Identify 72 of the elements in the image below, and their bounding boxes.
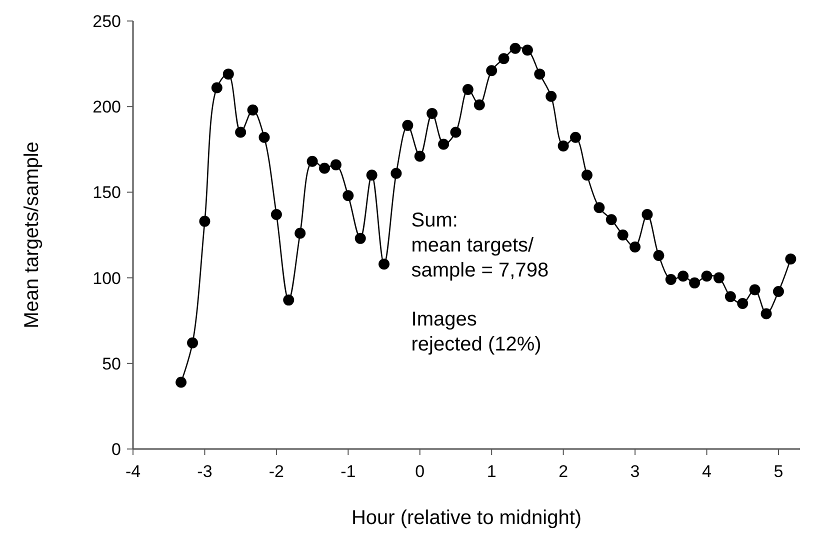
point xyxy=(642,208,653,220)
x-axis-title: Hour (relative to midnight) xyxy=(351,507,582,529)
point xyxy=(594,202,605,214)
annotation: Sum: mean targets/ sample = 7,798 xyxy=(411,209,549,282)
point xyxy=(665,274,676,286)
point xyxy=(366,170,378,181)
point xyxy=(294,228,306,239)
point xyxy=(211,82,222,94)
point xyxy=(462,84,474,95)
point xyxy=(283,294,294,306)
point xyxy=(450,126,462,138)
x-tick-label: 5 xyxy=(774,462,784,481)
point xyxy=(414,150,426,162)
point xyxy=(737,298,748,309)
point xyxy=(390,168,402,179)
point xyxy=(570,132,582,143)
point xyxy=(199,216,210,227)
y-tick-label: 100 xyxy=(92,268,121,288)
point xyxy=(785,253,796,264)
point xyxy=(558,140,569,152)
point xyxy=(222,68,234,80)
point xyxy=(318,162,330,174)
point xyxy=(678,270,689,282)
point xyxy=(498,53,510,64)
point xyxy=(760,308,772,320)
point xyxy=(187,337,198,348)
x-tick-label: 2 xyxy=(558,462,568,481)
point xyxy=(581,170,592,181)
x-tick-label: -1 xyxy=(340,462,356,481)
annotation: Images rejected (12%) xyxy=(411,308,542,356)
x-tick-label: -2 xyxy=(268,462,284,481)
point xyxy=(522,44,533,56)
point xyxy=(306,156,318,167)
point xyxy=(617,230,628,240)
x-tick-label: 1 xyxy=(486,462,496,481)
point xyxy=(749,284,760,296)
point xyxy=(176,376,187,388)
y-tick-label: 0 xyxy=(112,440,121,459)
point xyxy=(724,291,736,302)
point xyxy=(270,208,282,220)
x-tick-label: 4 xyxy=(702,462,712,481)
point xyxy=(330,159,342,170)
point xyxy=(342,190,354,202)
x-tick-label: -4 xyxy=(125,462,141,481)
x-tick-label: -3 xyxy=(197,462,212,481)
point xyxy=(546,90,557,102)
y-tick-label: 150 xyxy=(92,183,121,202)
point xyxy=(606,214,617,226)
point xyxy=(486,65,498,76)
point xyxy=(713,272,724,284)
point xyxy=(402,120,414,131)
point xyxy=(689,277,700,288)
point xyxy=(534,68,546,80)
y-tick-label: 250 xyxy=(92,12,121,31)
y-tick-label: 200 xyxy=(92,98,121,117)
x-tick-label: 3 xyxy=(630,462,640,481)
point xyxy=(258,132,270,143)
x-tick-label: 0 xyxy=(415,462,425,481)
point xyxy=(701,270,712,282)
point xyxy=(772,286,784,297)
point xyxy=(474,99,485,110)
y-tick-label: 50 xyxy=(102,354,121,374)
point xyxy=(653,250,664,262)
point xyxy=(235,126,246,138)
point xyxy=(510,42,521,54)
point xyxy=(438,138,450,150)
point xyxy=(354,232,366,244)
point xyxy=(378,258,390,270)
point xyxy=(247,104,258,116)
y-axis-title: Mean targets/sample xyxy=(21,142,43,328)
point xyxy=(426,108,438,119)
point xyxy=(630,241,641,252)
